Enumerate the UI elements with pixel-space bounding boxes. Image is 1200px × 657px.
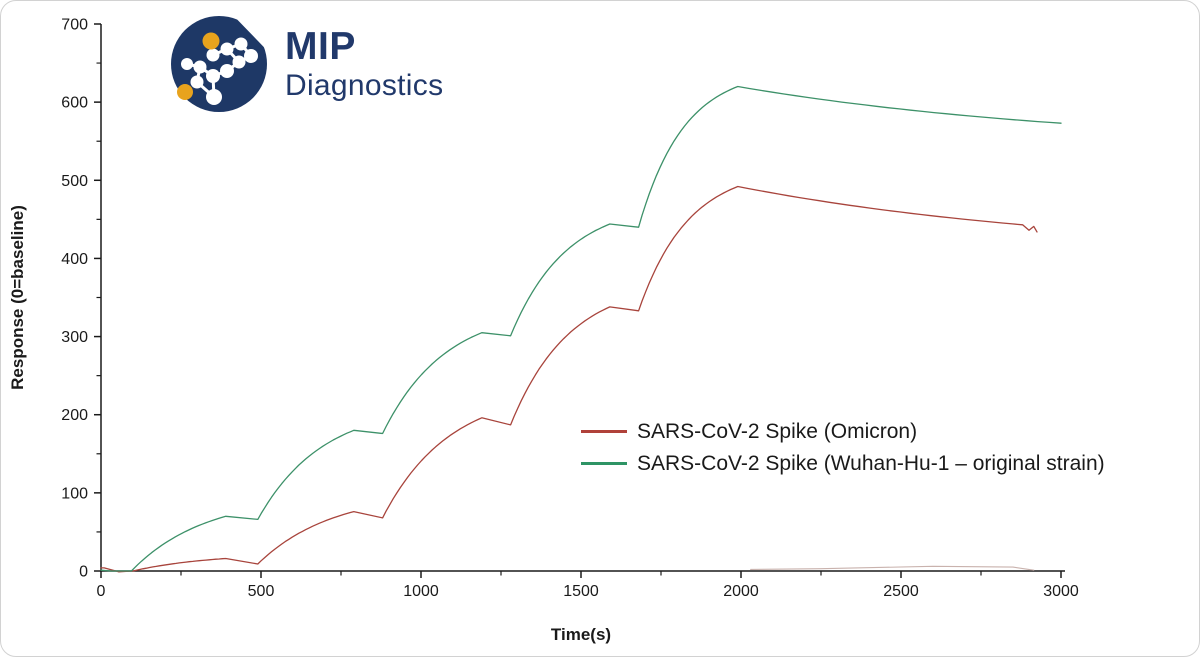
y-tick-label: 600: [61, 95, 88, 112]
y-tick-label: 700: [61, 17, 88, 34]
legend: SARS-CoV-2 Spike (Omicron) SARS-CoV-2 Sp…: [581, 419, 1105, 476]
y-tick-label: 400: [61, 251, 88, 268]
series-line-reference-baseline: [750, 565, 1035, 571]
x-tick-label: 500: [248, 583, 275, 600]
x-tick-label: 1000: [403, 583, 439, 600]
logo-title: MIP: [285, 25, 356, 68]
y-tick-label: 300: [61, 329, 88, 346]
legend-swatch-omicron: [581, 430, 627, 433]
legend-swatch-wuhan: [581, 462, 627, 465]
y-tick-label: 500: [61, 173, 88, 190]
logo-subtitle: Diagnostics: [285, 69, 444, 102]
legend-label-wuhan: SARS-CoV-2 Spike (Wuhan-Hu-1 – original …: [637, 451, 1105, 475]
x-tick-label: 1500: [563, 583, 599, 600]
x-axis-title: Time(s): [551, 625, 611, 644]
series-line-omicron: [100, 185, 1038, 573]
gold-node-edge: [177, 84, 193, 100]
legend-item-wuhan: SARS-CoV-2 Spike (Wuhan-Hu-1 – original …: [581, 451, 1105, 476]
y-axis-title: Response (0=baseline): [8, 205, 27, 390]
gold-node: [202, 32, 220, 50]
y-tick-label: 0: [79, 564, 88, 581]
legend-label-omicron: SARS-CoV-2 Spike (Omicron): [637, 419, 918, 443]
y-tick-label: 200: [61, 407, 88, 424]
series-line-wuhan: [100, 85, 1062, 572]
x-tick-label: 2000: [723, 583, 759, 600]
x-tick-label: 3000: [1043, 583, 1079, 600]
logo-wordmark: MIP Diagnostics: [285, 27, 443, 101]
legend-item-omicron: SARS-CoV-2 Spike (Omicron): [581, 419, 1105, 444]
mip-diagnostics-logo: MIP Diagnostics: [168, 13, 443, 115]
x-tick-label: 2500: [883, 583, 919, 600]
mip-logo-icon: [171, 13, 270, 112]
x-tick-label: 0: [97, 583, 106, 600]
y-tick-label: 100: [61, 485, 88, 502]
